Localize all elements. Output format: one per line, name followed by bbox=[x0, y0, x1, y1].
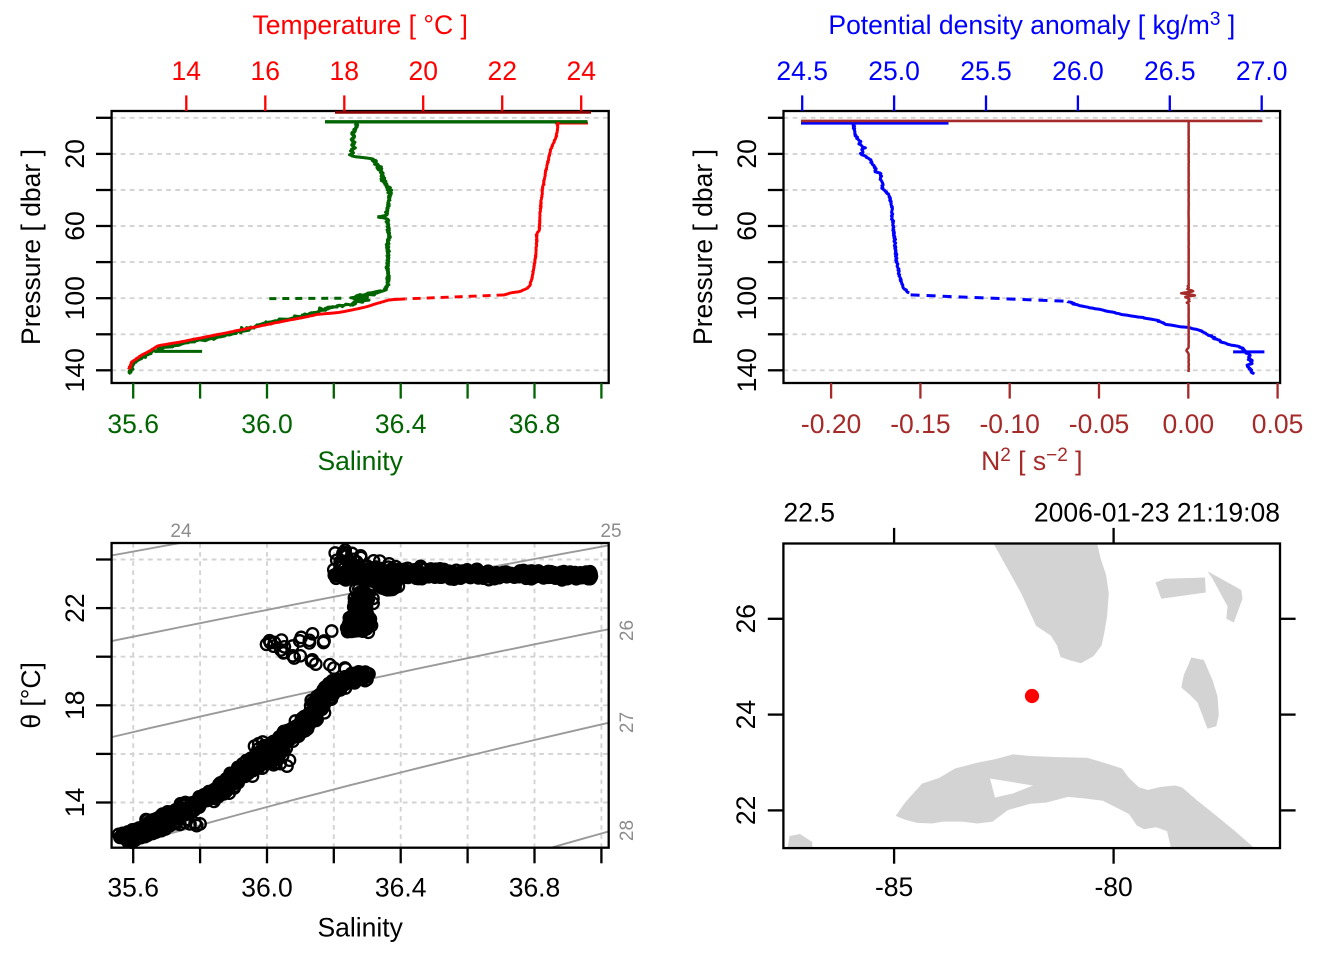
svg-text:20: 20 bbox=[408, 56, 437, 86]
svg-text:100: 100 bbox=[60, 276, 90, 320]
svg-text:24: 24 bbox=[170, 521, 192, 542]
svg-text:26.5: 26.5 bbox=[1144, 56, 1196, 86]
svg-text:θ [°C]: θ [°C] bbox=[16, 662, 46, 729]
svg-text:27: 27 bbox=[617, 712, 638, 733]
svg-text:22.5: 22.5 bbox=[783, 498, 835, 528]
svg-text:36.4: 36.4 bbox=[375, 409, 427, 439]
svg-text:Pressure [ dbar ]: Pressure [ dbar ] bbox=[688, 149, 718, 345]
svg-text:20: 20 bbox=[60, 139, 90, 168]
svg-text:-0.15: -0.15 bbox=[890, 409, 950, 439]
svg-text:18: 18 bbox=[330, 56, 359, 86]
svg-text:24: 24 bbox=[566, 56, 595, 86]
svg-text:140: 140 bbox=[60, 348, 90, 392]
svg-text:60: 60 bbox=[60, 211, 90, 240]
svg-text:100: 100 bbox=[732, 276, 762, 320]
svg-text:N2 [ s−2 ]: N2 [ s−2 ] bbox=[981, 445, 1082, 476]
svg-text:16: 16 bbox=[251, 56, 280, 86]
svg-text:36.4: 36.4 bbox=[375, 873, 427, 903]
svg-text:27.0: 27.0 bbox=[1236, 56, 1288, 86]
svg-text:-0.10: -0.10 bbox=[979, 409, 1039, 439]
svg-text:0.05: 0.05 bbox=[1252, 409, 1304, 439]
svg-text:24: 24 bbox=[731, 700, 761, 729]
svg-text:2006-01-23 21:19:08: 2006-01-23 21:19:08 bbox=[1034, 498, 1280, 528]
svg-text:18: 18 bbox=[60, 691, 90, 720]
svg-text:22: 22 bbox=[487, 56, 516, 86]
svg-text:Salinity: Salinity bbox=[317, 913, 403, 943]
svg-text:35.6: 35.6 bbox=[107, 873, 159, 903]
svg-text:-85: -85 bbox=[875, 872, 913, 902]
svg-text:22: 22 bbox=[60, 593, 90, 622]
svg-text:26: 26 bbox=[617, 620, 638, 641]
svg-text:-0.05: -0.05 bbox=[1069, 409, 1129, 439]
svg-text:Salinity: Salinity bbox=[317, 446, 403, 476]
svg-text:25.0: 25.0 bbox=[868, 56, 920, 86]
svg-text:25: 25 bbox=[600, 521, 621, 542]
svg-text:14: 14 bbox=[60, 788, 90, 817]
svg-text:24.5: 24.5 bbox=[776, 56, 828, 86]
svg-text:Temperature [ °C ]: Temperature [ °C ] bbox=[253, 10, 468, 40]
svg-text:25.5: 25.5 bbox=[960, 56, 1012, 86]
svg-text:36.8: 36.8 bbox=[509, 873, 561, 903]
svg-text:35.6: 35.6 bbox=[107, 409, 159, 439]
svg-text:22: 22 bbox=[731, 796, 761, 825]
svg-text:140: 140 bbox=[732, 348, 762, 392]
svg-text:-80: -80 bbox=[1094, 872, 1132, 902]
svg-text:Potential density anomaly [ kg: Potential density anomaly [ kg/m3 ] bbox=[828, 9, 1235, 40]
svg-text:-0.20: -0.20 bbox=[801, 409, 861, 439]
svg-text:14: 14 bbox=[172, 56, 201, 86]
svg-text:Pressure [ dbar ]: Pressure [ dbar ] bbox=[16, 149, 46, 345]
svg-text:26: 26 bbox=[731, 604, 761, 633]
svg-text:36.0: 36.0 bbox=[241, 873, 293, 903]
svg-text:28: 28 bbox=[617, 820, 638, 841]
svg-text:60: 60 bbox=[732, 211, 762, 240]
svg-text:20: 20 bbox=[732, 139, 762, 168]
svg-text:0.00: 0.00 bbox=[1163, 409, 1215, 439]
svg-text:26.0: 26.0 bbox=[1052, 56, 1104, 86]
svg-text:36.8: 36.8 bbox=[509, 409, 561, 439]
svg-text:36.0: 36.0 bbox=[241, 409, 293, 439]
